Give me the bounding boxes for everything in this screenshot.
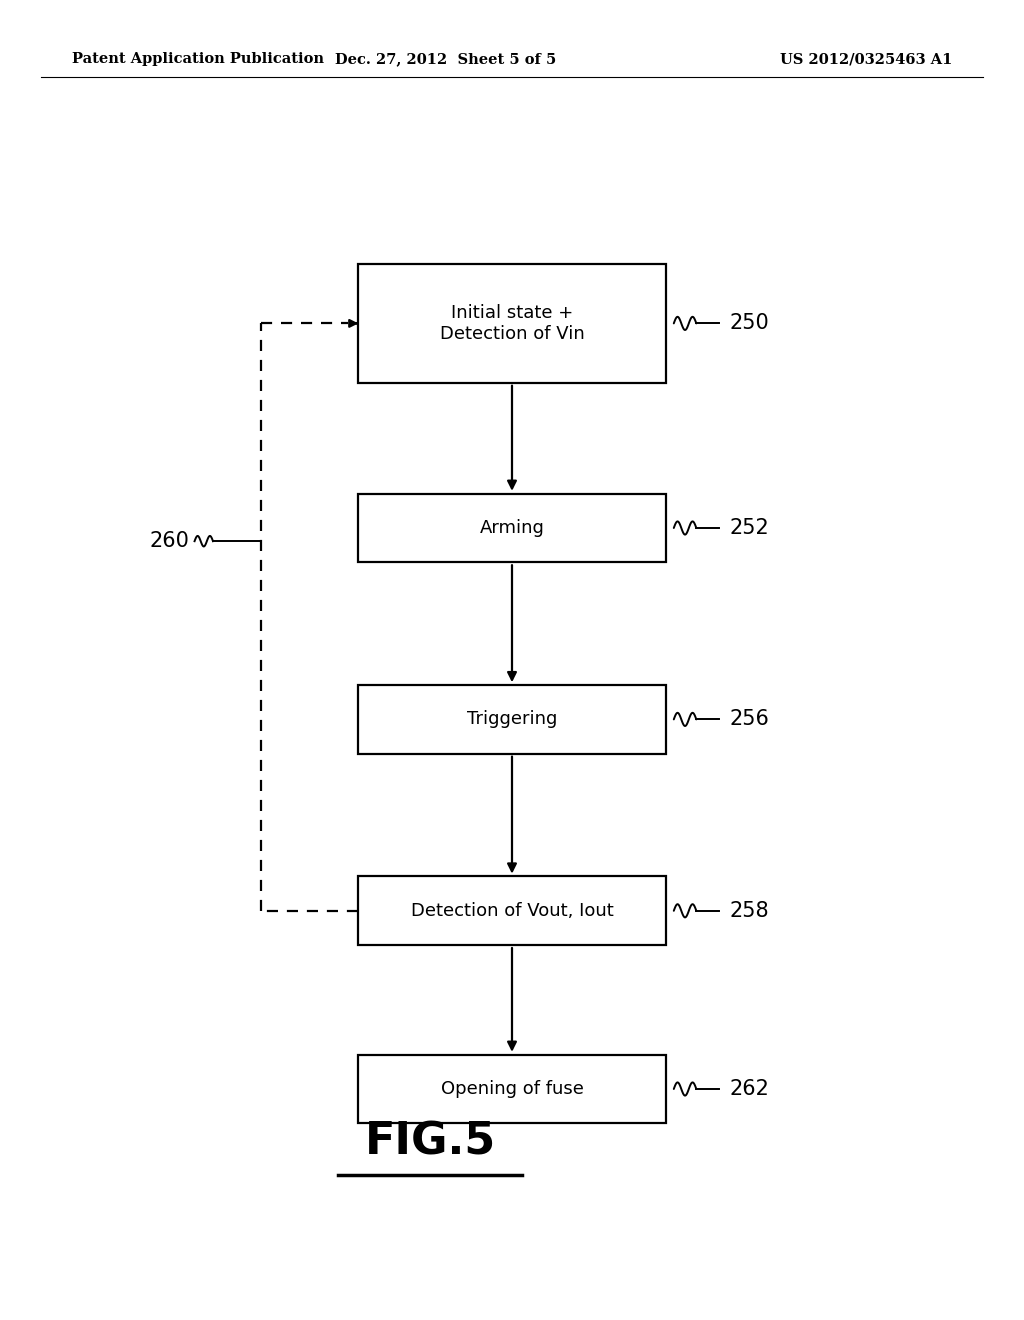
Text: Dec. 27, 2012  Sheet 5 of 5: Dec. 27, 2012 Sheet 5 of 5 [335, 53, 556, 66]
Text: 258: 258 [729, 900, 769, 921]
Text: Triggering: Triggering [467, 710, 557, 729]
Text: Initial state +
Detection of Vin: Initial state + Detection of Vin [439, 304, 585, 343]
Text: Arming: Arming [479, 519, 545, 537]
Text: Patent Application Publication: Patent Application Publication [72, 53, 324, 66]
Text: Detection of Vout, Iout: Detection of Vout, Iout [411, 902, 613, 920]
Text: 262: 262 [729, 1078, 769, 1100]
Text: Opening of fuse: Opening of fuse [440, 1080, 584, 1098]
Text: 260: 260 [150, 531, 189, 552]
Bar [358, 876, 666, 945]
Text: 250: 250 [729, 313, 769, 334]
Bar [358, 264, 666, 383]
Bar [358, 1055, 666, 1123]
Bar [358, 494, 666, 562]
Text: 252: 252 [729, 517, 769, 539]
Text: FIG.5: FIG.5 [365, 1121, 496, 1163]
Text: 256: 256 [729, 709, 769, 730]
Bar [358, 685, 666, 754]
Text: US 2012/0325463 A1: US 2012/0325463 A1 [780, 53, 952, 66]
